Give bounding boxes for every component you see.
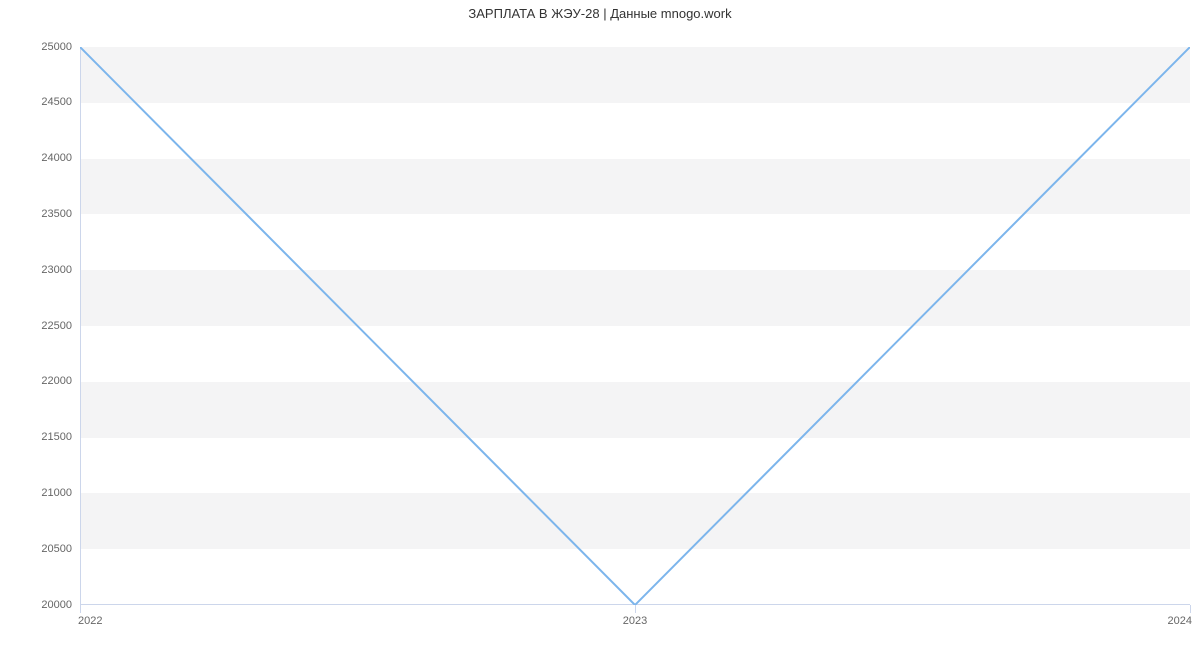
plot-area [80,47,1190,605]
y-tick-label: 22000 [22,375,72,387]
x-tick-mark [1190,605,1191,613]
x-tick-label: 2023 [605,615,665,627]
y-tick-label: 21000 [22,487,72,499]
chart-title: ЗАРПЛАТА В ЖЭУ-28 | Данные mnogo.work [0,6,1200,21]
y-tick-label: 23500 [22,208,72,220]
y-tick-label: 21500 [22,431,72,443]
y-tick-label: 23000 [22,264,72,276]
x-tick-label: 2022 [78,615,138,627]
salary-line-chart: ЗАРПЛАТА В ЖЭУ-28 | Данные mnogo.work 20… [0,0,1200,650]
x-tick-mark [635,605,636,613]
y-tick-label: 20000 [22,599,72,611]
x-tick-mark [80,605,81,613]
y-tick-label: 24000 [22,152,72,164]
y-tick-label: 24500 [22,96,72,108]
x-tick-label: 2024 [1132,615,1192,627]
y-tick-label: 25000 [22,41,72,53]
y-tick-label: 20500 [22,543,72,555]
y-tick-label: 22500 [22,320,72,332]
line-series [80,47,1190,605]
